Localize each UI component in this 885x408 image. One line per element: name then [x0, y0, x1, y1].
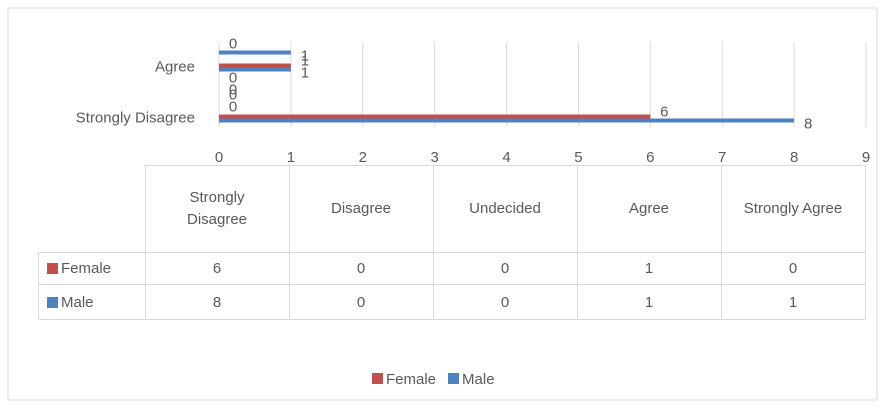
data-label: 0: [229, 86, 237, 103]
table-cell: 1: [576, 252, 722, 285]
x-tick-label: 0: [215, 149, 223, 166]
table-header-text: Undecided: [469, 200, 541, 217]
chart-border: [7, 7, 878, 401]
table-header-text: Strongly Disagree: [186, 189, 248, 228]
table-header-text: Agree: [628, 200, 670, 217]
table-corner: [38, 165, 146, 253]
data-table: Strongly Disagree Disagree Undecided Agree S…: [38, 165, 866, 320]
table-row-label: Male: [38, 284, 146, 320]
table-header-cell: Agree: [576, 165, 722, 253]
row-label-text: Female: [61, 260, 112, 277]
data-label: 0: [229, 81, 237, 98]
table-cell: 0: [288, 284, 434, 320]
x-tick-label: 2: [359, 149, 367, 166]
data-label: 8: [804, 115, 812, 132]
table-row: Female 6 0 0 1 0: [38, 252, 866, 285]
table-cell: 0: [720, 252, 866, 285]
x-tick-label: 8: [790, 149, 798, 166]
table-cell: 1: [576, 284, 722, 320]
x-tick-label: 3: [430, 149, 438, 166]
table-cell: 6: [144, 252, 290, 285]
table-header-row: Strongly Disagree Disagree Undecided Agree S…: [38, 165, 866, 253]
bar: [219, 114, 651, 119]
table-header-text: Strongly Agree: [743, 200, 843, 217]
x-tick-label: 5: [574, 149, 582, 166]
table-header-cell: Strongly Agree: [720, 165, 866, 253]
table-cell: 8: [144, 284, 290, 320]
y-tick-label: Agree: [155, 58, 195, 75]
x-tick-label: 6: [646, 149, 654, 166]
table-cell: 0: [432, 252, 578, 285]
data-label: 6: [660, 103, 668, 120]
data-label: 0: [229, 35, 237, 52]
bar: [219, 67, 291, 72]
y-tick-label: Strongly Disagree: [76, 109, 195, 126]
data-label: 1: [301, 47, 309, 64]
table-cell: 1: [720, 284, 866, 320]
x-tick-label: 1: [287, 149, 295, 166]
table-cell: 0: [432, 284, 578, 320]
bar: [219, 63, 291, 68]
table-cell: 0: [288, 252, 434, 285]
table-header-cell: Undecided: [432, 165, 578, 253]
table-header-cell: Strongly Disagree: [144, 165, 290, 253]
x-tick-label: 4: [502, 149, 510, 166]
x-tick-label: 9: [862, 149, 870, 166]
legend-swatch: [448, 373, 460, 384]
table-row: Male 8 0 0 1 1: [38, 284, 866, 320]
legend-label: Male: [462, 371, 495, 388]
legend-key: [47, 263, 58, 274]
data-label: 1: [301, 52, 309, 69]
table-row-label: Female: [38, 252, 146, 285]
legend-key: [47, 296, 58, 308]
data-label: 1: [301, 64, 309, 81]
legend-swatch: [372, 373, 383, 384]
data-label: 0: [229, 98, 237, 115]
row-label-text: Male: [61, 293, 94, 311]
data-label: 0: [229, 69, 237, 86]
table-header-cell: Disagree: [288, 165, 434, 253]
bar: [219, 118, 795, 123]
table-header-text: Disagree: [330, 200, 392, 217]
x-tick-label: 7: [718, 149, 726, 166]
bar: [219, 50, 291, 55]
legend-label: Female: [386, 371, 436, 388]
